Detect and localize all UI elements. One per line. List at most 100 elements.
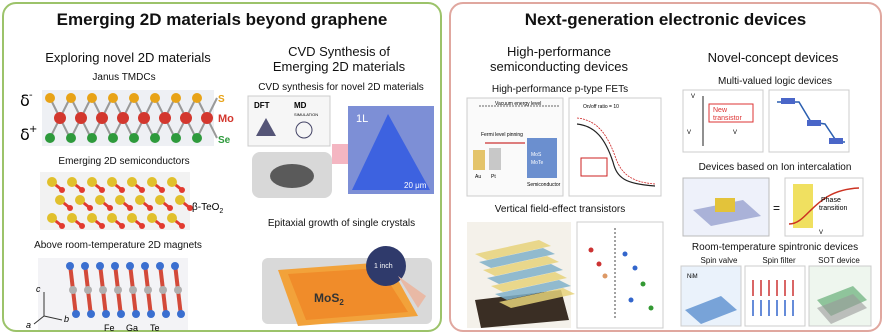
vfet-layer bbox=[483, 256, 559, 276]
ga-atom bbox=[117, 310, 125, 318]
janus-atoms bbox=[45, 93, 218, 143]
o-atom bbox=[167, 205, 173, 211]
mote2-device-label: MoTe bbox=[531, 160, 543, 166]
pt-label: Pt bbox=[491, 174, 496, 180]
se-label: Se bbox=[218, 135, 231, 146]
mo-atom bbox=[96, 112, 108, 124]
te-atom bbox=[155, 195, 165, 205]
o-atom bbox=[119, 187, 125, 193]
s-atom bbox=[171, 93, 181, 103]
layer-label: 1L bbox=[356, 113, 368, 125]
ga-atom bbox=[171, 262, 179, 270]
md-sub-label: SIMULATION bbox=[294, 112, 318, 117]
te-atom bbox=[95, 195, 105, 205]
pfet-figure: Vacuum energy level Fermi level pinning … bbox=[466, 97, 662, 197]
mo-atom bbox=[180, 112, 192, 124]
axis-a-line bbox=[33, 315, 45, 325]
au-label: Au bbox=[475, 174, 481, 180]
spin-valve-image bbox=[680, 265, 742, 327]
fegate-structure-image: c b a Fe Ga Te bbox=[26, 258, 188, 333]
teo2-structure-image: β-TeO2 bbox=[40, 172, 223, 230]
magnifier-circle bbox=[366, 246, 406, 286]
s-atom bbox=[150, 93, 160, 103]
mo-label: Mo bbox=[218, 113, 234, 125]
o-atom bbox=[139, 223, 145, 229]
te-atom bbox=[175, 195, 185, 205]
delta-minus-label: δ bbox=[20, 91, 30, 110]
te-atom bbox=[127, 177, 137, 187]
te-atom bbox=[87, 177, 97, 187]
janus-label: Janus TMDCs bbox=[92, 72, 156, 83]
electrode bbox=[715, 198, 735, 212]
transition-label: transition bbox=[819, 205, 848, 212]
mo-atom bbox=[117, 112, 129, 124]
fe-atom bbox=[129, 286, 137, 294]
te-atom bbox=[167, 213, 177, 223]
axis-b-label: b bbox=[64, 314, 69, 324]
se-atom bbox=[45, 133, 55, 143]
spin-label: Room-temperature spintronic devices bbox=[691, 242, 859, 253]
fe-atom bbox=[144, 286, 152, 294]
delta-plus-sup: + bbox=[29, 124, 37, 135]
o-atom bbox=[159, 223, 165, 229]
sot-device-label: SOT device bbox=[818, 256, 860, 265]
ga-atom bbox=[72, 310, 80, 318]
epi-label: Epitaxial growth of single crystals bbox=[267, 218, 416, 229]
o-atom bbox=[79, 223, 85, 229]
nim-label: NiM bbox=[687, 274, 698, 280]
o-atom bbox=[179, 187, 185, 193]
te-atom bbox=[147, 213, 157, 223]
o-atom bbox=[159, 187, 165, 193]
ga-label: Ga bbox=[126, 323, 138, 333]
cvd-heading-line2: Emerging 2D materials bbox=[272, 59, 406, 74]
magnets-label: Above room-temperature 2D magnets bbox=[34, 240, 202, 251]
transfer-curve bbox=[576, 123, 656, 187]
new-transistor-box bbox=[708, 103, 754, 123]
vg-label: V bbox=[819, 230, 823, 236]
axis-a-label: a bbox=[26, 320, 31, 330]
ga-atom bbox=[111, 262, 119, 270]
o-atom bbox=[99, 187, 105, 193]
te-label: Te bbox=[150, 323, 160, 333]
vdd-label: V bbox=[691, 94, 695, 100]
fegate-atoms bbox=[66, 262, 185, 318]
vacuum-label: Vacuum energy level bbox=[495, 101, 541, 107]
materials-panel: Emerging 2D materials beyond graphene Ex… bbox=[2, 2, 442, 333]
md-molecule bbox=[295, 121, 313, 139]
o-atom bbox=[179, 223, 185, 229]
o-atom bbox=[107, 205, 113, 211]
teo2-label: β-TeO2 bbox=[192, 202, 223, 215]
axis-b-line bbox=[43, 315, 63, 321]
te-atom bbox=[87, 213, 97, 223]
benchmark-point bbox=[648, 305, 654, 311]
exploring-heading: Exploring novel 2D materials bbox=[45, 50, 211, 65]
spin-filter-label: Spin filter bbox=[762, 256, 796, 265]
level-low bbox=[829, 138, 843, 144]
vfet-layer bbox=[487, 264, 563, 284]
o-atom bbox=[147, 205, 153, 211]
powder-sample bbox=[270, 164, 314, 188]
se-atom bbox=[171, 133, 181, 143]
o-atom bbox=[127, 205, 133, 211]
te-atom bbox=[167, 177, 177, 187]
semis-label: Emerging 2D semiconductors bbox=[58, 156, 190, 167]
o-atom bbox=[67, 205, 73, 211]
o-atom bbox=[99, 223, 105, 229]
vfet-layer bbox=[475, 240, 551, 260]
mos2-device-label: MoS bbox=[531, 152, 542, 158]
ion-figure: = Phase transition V bbox=[682, 177, 864, 237]
phase-region bbox=[793, 184, 813, 228]
md-label: MD bbox=[294, 101, 307, 110]
se-atom bbox=[129, 133, 139, 143]
s-atom bbox=[66, 93, 76, 103]
te-atom bbox=[127, 213, 137, 223]
s-atom bbox=[129, 93, 139, 103]
janus-structure-image: δ - δ + S Mo Se bbox=[20, 90, 234, 146]
se-atom bbox=[87, 133, 97, 143]
o-atom bbox=[87, 205, 93, 211]
fe-atom bbox=[69, 286, 77, 294]
o-atom bbox=[59, 187, 65, 193]
s-atom bbox=[108, 93, 118, 103]
fe-atom bbox=[174, 286, 182, 294]
te-atom bbox=[55, 195, 65, 205]
